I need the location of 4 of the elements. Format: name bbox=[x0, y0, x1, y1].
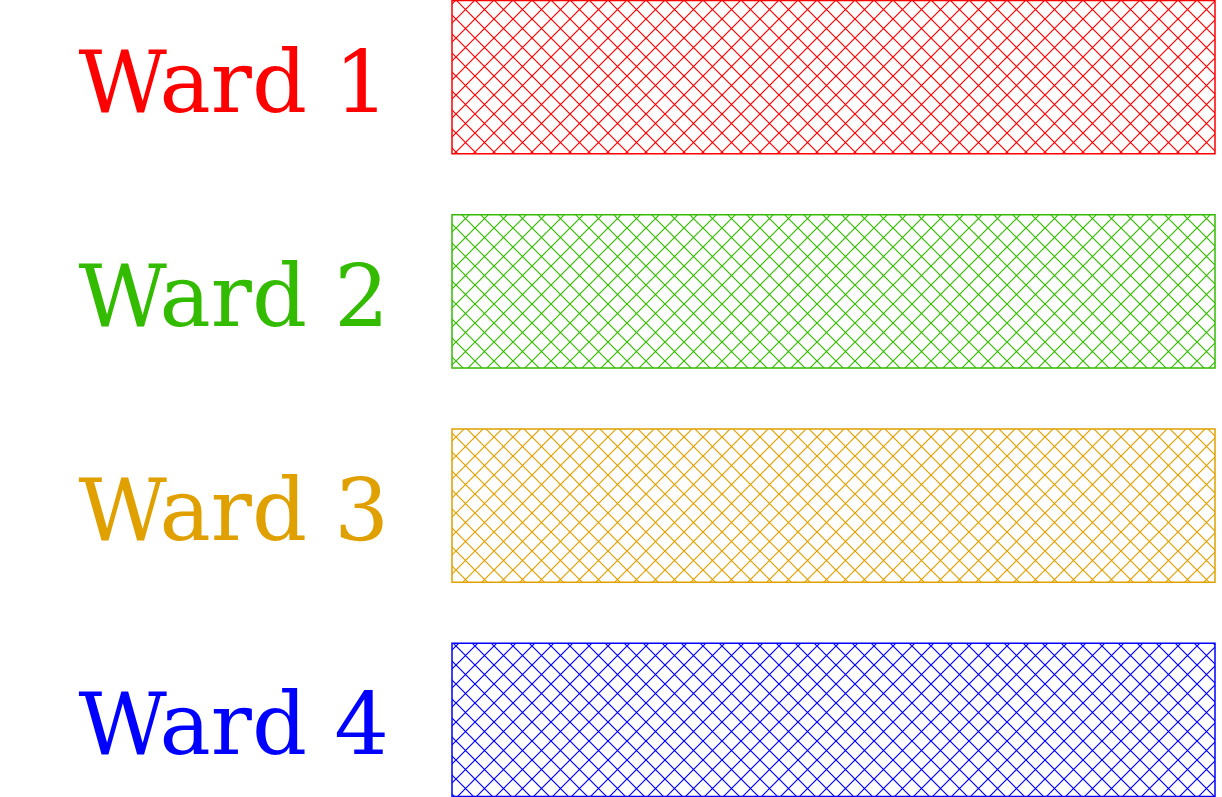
y-tick-label: Ward 4 bbox=[78, 674, 389, 775]
y-tick-label: Ward 1 bbox=[78, 31, 389, 132]
y-tick-label: Ward 3 bbox=[78, 460, 389, 561]
y-tick-label: Ward 2 bbox=[78, 245, 389, 346]
